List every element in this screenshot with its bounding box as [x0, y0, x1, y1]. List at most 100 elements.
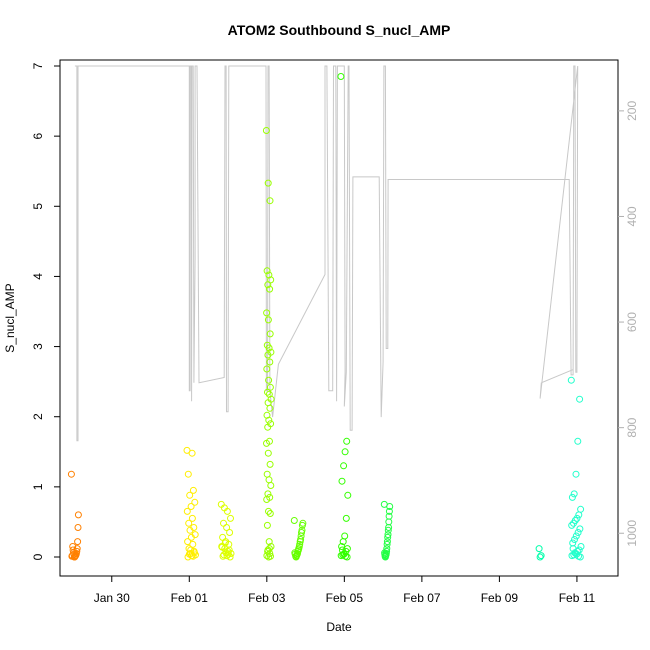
data-point [266, 358, 274, 366]
data-point [185, 550, 193, 558]
data-point [569, 545, 577, 553]
data-point [572, 532, 580, 540]
data-point [573, 550, 581, 558]
y-tick-label: 2 [31, 413, 45, 420]
y2-tick-label: 800 [625, 417, 639, 437]
x-tick-label: Feb 11 [559, 591, 596, 605]
data-point [577, 505, 585, 513]
data-point [264, 281, 272, 289]
data-point [187, 546, 195, 554]
data-point [265, 271, 273, 279]
secondary-y-axis: 200 400 600 800 1000 [618, 101, 639, 547]
data-point [265, 545, 273, 553]
data-point [340, 462, 348, 470]
data-point [571, 536, 578, 543]
data-point [576, 525, 584, 533]
y-axis-label: S_nucl_AMP [3, 283, 17, 352]
data-point [67, 470, 75, 478]
scatter-points-layer [67, 73, 585, 561]
data-point [266, 460, 274, 468]
y-axis: 0 1 2 3 4 5 6 7 [31, 62, 60, 560]
data-point [225, 546, 233, 554]
data-point [184, 470, 192, 478]
data-point [186, 491, 194, 499]
data-point [570, 490, 578, 498]
data-point [266, 330, 274, 338]
y2-tick-label: 600 [625, 312, 639, 332]
y2-tick-label: 200 [625, 101, 639, 121]
data-point [188, 514, 196, 522]
data-point [384, 533, 392, 541]
data-point [339, 538, 347, 546]
x-tick-label: Feb 09 [481, 591, 519, 605]
data-point [184, 538, 192, 546]
data-point [263, 552, 271, 560]
y-tick-label: 3 [31, 343, 45, 350]
data-point [343, 437, 351, 445]
data-point [574, 437, 582, 445]
data-point [188, 449, 196, 457]
x-tick-label: Feb 05 [326, 591, 364, 605]
data-point [189, 486, 197, 494]
data-point [338, 477, 346, 485]
y2-tick-label: 1000 [625, 520, 639, 547]
data-point [342, 514, 350, 522]
data-point [383, 538, 391, 546]
data-point [575, 511, 583, 519]
data-point [221, 539, 229, 547]
data-point [263, 521, 271, 529]
data-point [183, 507, 191, 515]
data-point [74, 524, 82, 531]
data-point [183, 446, 191, 454]
data-point [263, 439, 270, 447]
data-point [537, 552, 545, 560]
data-point [189, 552, 197, 560]
data-point [264, 388, 271, 396]
data-point [266, 285, 274, 293]
data-point [226, 529, 234, 536]
data-point [570, 519, 577, 527]
data-point [383, 540, 391, 548]
y-tick-label: 7 [31, 62, 45, 69]
data-point [74, 538, 82, 546]
data-point [384, 526, 392, 534]
data-point [185, 519, 193, 527]
data-point [186, 526, 194, 534]
y-tick-label: 4 [31, 273, 45, 280]
data-point [265, 538, 273, 546]
data-point [266, 197, 274, 205]
data-point [572, 470, 580, 478]
data-point [263, 365, 271, 373]
x-axis-label: Date [326, 620, 352, 634]
data-point [264, 423, 272, 431]
data-point [385, 524, 393, 531]
data-point [220, 519, 227, 527]
data-point [220, 551, 228, 559]
data-point [568, 493, 576, 501]
data-point [344, 491, 352, 499]
data-point [187, 503, 195, 510]
data-point [73, 545, 81, 553]
data-point [263, 496, 271, 503]
y-tick-label: 0 [31, 553, 45, 560]
data-point [341, 448, 349, 456]
data-point [191, 498, 199, 506]
data-point [263, 470, 271, 478]
data-point [264, 316, 272, 324]
data-point [266, 404, 274, 412]
x-tick-label: Jan 30 [94, 591, 130, 605]
data-point [68, 552, 76, 560]
data-point [266, 510, 274, 517]
data-point [342, 552, 349, 560]
data-point [536, 553, 544, 561]
data-point [569, 539, 577, 547]
chart-title: ATOM2 Southbound S_nucl_AMP [228, 22, 451, 38]
data-point [187, 533, 195, 541]
data-point [263, 309, 271, 317]
data-point [340, 550, 348, 558]
data-point [385, 518, 393, 526]
data-point [265, 507, 272, 515]
y-tick-label: 1 [31, 483, 45, 490]
secondary-series-line [74, 65, 579, 442]
